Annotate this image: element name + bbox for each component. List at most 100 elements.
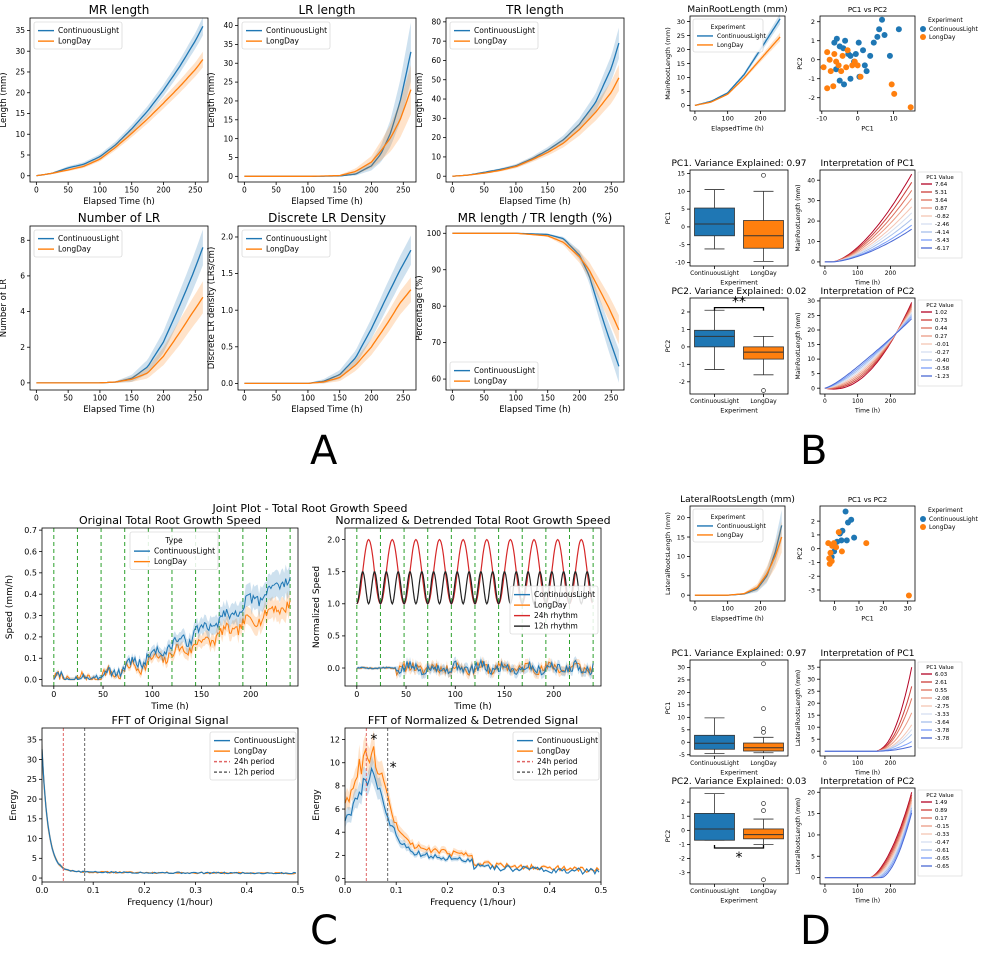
y-axis-label: Length (mm) bbox=[207, 72, 217, 127]
y-tick-label: 20 bbox=[27, 795, 37, 804]
x-tick-label: 200 bbox=[546, 690, 561, 699]
scatter-point-ld bbox=[835, 62, 842, 69]
box-LongDay bbox=[743, 742, 784, 752]
y-tick-label: 2.0 bbox=[327, 535, 340, 544]
y-tick-label: 20 bbox=[223, 97, 233, 106]
y-tick-label: 4 bbox=[335, 828, 340, 837]
legend-label: LongDay bbox=[534, 600, 568, 609]
x-axis-label: Time (h) bbox=[854, 770, 880, 777]
legend-label: 12h period bbox=[537, 767, 578, 776]
x-tick-label: 200 bbox=[364, 186, 379, 195]
x-tick-label: 250 bbox=[396, 394, 411, 403]
y-tick-label: 10 bbox=[431, 153, 441, 162]
y-tick-label: 0 bbox=[681, 224, 685, 231]
axes-title: LR length bbox=[298, 3, 355, 17]
x-tick-label: 0 bbox=[856, 115, 860, 123]
panel-letter-a: A bbox=[310, 428, 338, 474]
y-tick-label: 30 bbox=[431, 114, 441, 123]
axes-title: Discrete LR Density bbox=[268, 211, 386, 225]
y-tick-label: -2 bbox=[809, 572, 815, 580]
y-tick-label: 100 bbox=[427, 229, 442, 238]
panel-letter-d: D bbox=[800, 908, 831, 954]
x-axis-label: Time (h) bbox=[150, 702, 189, 712]
scatter-point-ld bbox=[820, 64, 827, 71]
scatter-point-ld bbox=[888, 81, 895, 88]
y-tick-label: 0 bbox=[681, 739, 685, 746]
x-tick-label: ContinuousLight bbox=[690, 760, 740, 767]
axes-frame bbox=[689, 787, 789, 885]
y-tick-label: 0.5 bbox=[221, 342, 233, 351]
axes-frame bbox=[819, 787, 916, 885]
chart-a3: 0 50 100 150 200 250 0 10 20 30 40 50 60 70 80 TR lengt… bbox=[415, 3, 625, 207]
legend: Experiment ContinuousLight LongDay bbox=[692, 18, 767, 53]
legend-marker bbox=[920, 34, 926, 40]
legend-title: Experiment bbox=[928, 17, 963, 24]
scatter-point-cl bbox=[874, 33, 881, 40]
y-tick-label: 30 bbox=[27, 755, 37, 764]
legend-label: ContinuousLight bbox=[717, 33, 767, 40]
y-tick-label: 5 bbox=[228, 153, 233, 162]
x-tick-label: -10 bbox=[816, 115, 827, 123]
x-axis-label: Frequency (1/hour) bbox=[430, 898, 516, 908]
legend-label: LongDay bbox=[474, 376, 508, 385]
legend-label: ContinuousLight bbox=[929, 26, 979, 33]
legend-box bbox=[917, 789, 963, 877]
y-tick-label: -5 bbox=[679, 752, 685, 759]
legend-title: PC1 Value bbox=[926, 175, 954, 181]
x-tick-label: 0 bbox=[693, 605, 697, 613]
interp-line-7 bbox=[824, 316, 913, 389]
x-tick-label: 200 bbox=[572, 394, 587, 403]
plot-area bbox=[452, 27, 620, 177]
legend-label: LongDay bbox=[154, 557, 188, 566]
box-LongDay bbox=[743, 346, 784, 360]
interp-line-6 bbox=[824, 314, 913, 389]
axes-title: PC1. Variance Explained: 0.97 bbox=[671, 159, 806, 169]
axes-title: MR length bbox=[89, 3, 150, 17]
x-tick-label: 250 bbox=[604, 186, 619, 195]
x-tick-label: 0.3 bbox=[492, 886, 505, 895]
cl-ci-band bbox=[452, 27, 619, 177]
legend-label: -0.82 bbox=[935, 214, 949, 220]
y-tick-label: 0 bbox=[228, 172, 233, 181]
cl-ci-band bbox=[452, 233, 619, 383]
scatter-point-ld bbox=[843, 64, 850, 71]
scatter-point-cl bbox=[895, 26, 902, 33]
x-tick-label: 0 bbox=[693, 115, 697, 123]
legend-label: -5.43 bbox=[935, 238, 950, 244]
x-tick-label: 200 bbox=[885, 760, 897, 767]
y-tick-label: 12 bbox=[330, 735, 340, 744]
y-tick-label: 0 bbox=[20, 171, 25, 180]
x-tick-label: 0 bbox=[51, 690, 56, 699]
legend-label: ContinuousLight bbox=[474, 26, 535, 35]
y-tick-label: 0 bbox=[335, 874, 340, 883]
ld-line bbox=[694, 36, 781, 107]
flier bbox=[761, 661, 766, 667]
x-tick-label: ContinuousLight bbox=[690, 270, 740, 277]
y-tick-label: 1.0 bbox=[221, 306, 233, 315]
y-tick-label: 15 bbox=[223, 115, 233, 124]
x-tick-label: 0 bbox=[34, 394, 39, 403]
plot-area bbox=[825, 508, 912, 599]
y-tick-label: 30 bbox=[677, 18, 685, 26]
x-tick-label: 200 bbox=[156, 186, 171, 195]
axes-frame bbox=[819, 505, 916, 602]
axes-title: LateralRootsLength (mm) bbox=[680, 495, 795, 505]
x-axis-label: Frequency (1/hour) bbox=[127, 898, 213, 908]
y-tick-label: 5 bbox=[681, 727, 685, 734]
y-tick-label: 10 bbox=[15, 130, 25, 139]
ld-line bbox=[694, 536, 783, 596]
y-tick-label: 20 bbox=[15, 88, 25, 97]
scatter-point-cl bbox=[881, 32, 888, 38]
scatter-point-ld bbox=[905, 592, 912, 599]
y-tick-label: 20 bbox=[807, 218, 815, 225]
y-tick-label: 10 bbox=[807, 239, 815, 246]
legend-title: PC2 Value bbox=[926, 303, 954, 309]
x-tick-label: 200 bbox=[754, 605, 766, 613]
y-axis-label: LateralRootsLength (mm) bbox=[795, 798, 802, 875]
scatter-point-cl bbox=[863, 68, 870, 75]
plot-area bbox=[824, 173, 913, 263]
significance-bracket bbox=[713, 306, 765, 311]
